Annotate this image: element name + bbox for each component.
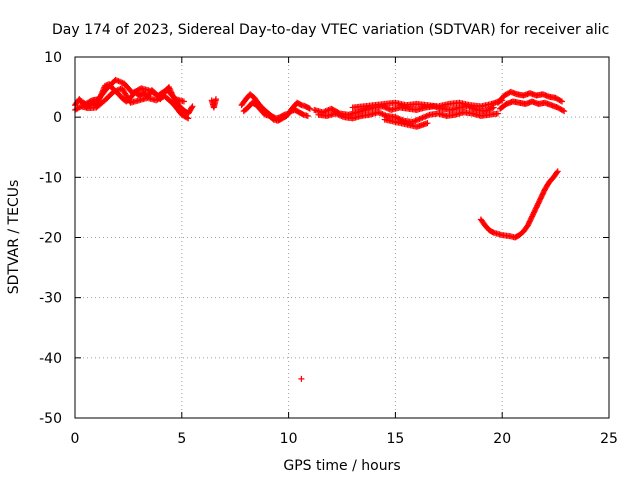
x-tick-label: 15 bbox=[386, 431, 404, 447]
x-tick-label: 25 bbox=[600, 431, 618, 447]
data-point-marker bbox=[424, 120, 431, 127]
x-tick-label: 0 bbox=[71, 431, 80, 447]
x-tick-label: 5 bbox=[177, 431, 186, 447]
grid-lines bbox=[75, 57, 609, 418]
y-tick-label: -50 bbox=[39, 411, 62, 427]
data-point-marker bbox=[553, 169, 560, 176]
y-tick-label: -30 bbox=[39, 291, 62, 307]
data-point-marker bbox=[180, 98, 187, 105]
y-tick-label: 0 bbox=[53, 110, 62, 126]
data-point-marker bbox=[559, 98, 566, 105]
data-point-marker bbox=[189, 103, 196, 110]
data-point-marker bbox=[212, 96, 219, 103]
data-point-marker bbox=[554, 168, 561, 175]
data-point-marker bbox=[185, 115, 192, 122]
y-tick-label: -20 bbox=[39, 231, 62, 247]
data-point-marker bbox=[298, 375, 305, 382]
data-point-marker bbox=[561, 108, 568, 115]
y-tick-label: -10 bbox=[39, 170, 62, 186]
y-tick-label: 10 bbox=[44, 50, 62, 66]
data-point-marker bbox=[183, 114, 190, 121]
x-tick-label: 10 bbox=[280, 431, 298, 447]
x-axis-label: GPS time / hours bbox=[283, 458, 400, 474]
data-point-marker bbox=[304, 112, 311, 119]
axes: 0 5 10 15 20 25 -50 -40 -30 -20 -10 0 10 bbox=[39, 50, 618, 447]
data-point-marker bbox=[559, 107, 566, 114]
y-axis-label: SDTVAR / TECUs bbox=[6, 180, 22, 295]
data-point-marker bbox=[557, 97, 564, 104]
data-point-marker bbox=[188, 104, 195, 111]
chart-title: Day 174 of 2023, Sidereal Day-to-day VTE… bbox=[52, 22, 609, 38]
data-point-marker bbox=[494, 110, 501, 117]
x-tick-label: 20 bbox=[493, 431, 511, 447]
y-tick-label: -40 bbox=[39, 351, 62, 367]
data-point-marker bbox=[306, 105, 313, 112]
data-point-marker bbox=[305, 105, 312, 112]
data-points bbox=[72, 76, 568, 382]
